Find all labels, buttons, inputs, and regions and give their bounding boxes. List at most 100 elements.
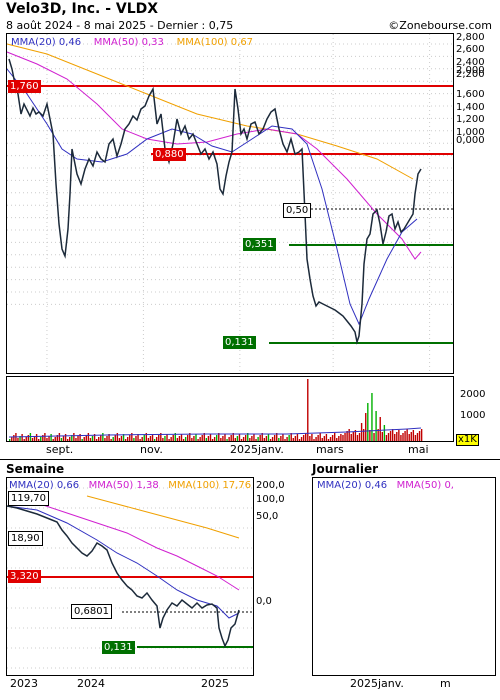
mma20-line [6,68,418,326]
volume-bar [296,434,299,441]
volume-bar [87,433,90,441]
volume-bar [247,433,249,441]
weekly-legend-mma20: MMA(20) 0,66 [9,480,80,491]
volume-bar [284,439,286,441]
volume-bar [33,436,36,441]
volume-bar [122,434,125,441]
volume-bar [178,436,181,441]
y-tick: 1,400 [456,102,485,113]
x-label-mai: mai [408,443,429,456]
weekly-y-tick: 50,0 [256,511,279,522]
volume-bar [143,435,145,441]
volume-bar [222,436,224,441]
weekly-y-tick: 0,0 [256,596,272,607]
volume-bar [54,437,56,441]
level-label-last: 0,50 [283,203,312,218]
volume-bar [278,438,280,441]
volume-bar [191,438,193,441]
weekly-legend: MMA(20) 0,66 MMA(50) 1,38 MMA(100) 17,76 [9,480,251,491]
volume-bar [116,433,119,441]
volume-bar [42,435,44,441]
volume-bar [232,433,234,441]
weekly-level-3320: 3,320 [8,570,41,583]
volume-bar [131,433,133,441]
daily-legend-mma50: MMA(50) 0, [396,480,454,491]
brand-label[interactable]: ©Zonebourse.com [388,19,492,32]
volume-bar [139,439,141,441]
weekly-level-119: 119,70 [8,491,49,506]
volume-bar [124,439,127,441]
weekly-y-axis: 200,0 100,0 50,0 0,0 [256,477,300,674]
volume-bar [106,436,108,441]
weekly-mma100-line [86,495,240,539]
volume-bar [307,379,309,441]
volume-bar [35,434,38,441]
volume-bar [354,430,357,441]
volume-bar [261,433,263,441]
volume-bar [323,436,326,441]
volume-bar [174,433,176,441]
volume-bar [120,436,123,441]
volume-bar [93,434,96,441]
volume-bar [114,435,116,441]
volume-bar [315,437,317,441]
volume-bar [100,435,102,441]
volume-bar [89,438,92,441]
volume-bar [317,435,319,441]
volume-bar [48,436,50,441]
volume-bar [216,435,218,441]
volume-bar [195,434,197,441]
volume-bar [151,434,154,441]
level-label-resistance-high: 1,760 [8,80,41,93]
volume-bar [168,439,170,441]
volume-bar [408,434,410,441]
volume-avg-line [8,427,422,438]
volume-bar [404,431,406,441]
volume-bar [381,432,383,441]
volume-bar [375,411,377,441]
vol-tick: 2000 [460,389,486,400]
volume-bar [309,436,311,441]
volume-bar [342,435,344,441]
volume-bar [418,431,421,441]
volume-bar [110,439,112,441]
y-tick: 2,200 [456,69,485,80]
volume-bar [344,433,346,441]
legend-mma100: MMA(100) 0,67 [176,37,254,48]
volume-bar [164,436,166,441]
volume-bar [313,439,315,441]
chart-title: Velo3D, Inc. - VLDX [6,1,159,17]
volume-bar [135,436,137,441]
volume-bar [141,437,143,441]
volume-bar [52,439,54,441]
daily-panel: MMA(20) 0,46 MMA(50) 0, [312,477,496,676]
volume-bar [253,434,255,441]
y-tick: 1,200 [456,114,485,125]
volume-bar [240,439,243,441]
volume-bar [147,438,150,441]
volume-bar [56,435,59,441]
volume-bar [305,433,307,441]
volume-bar [180,434,183,441]
volume-bar [108,434,110,441]
volume-bar [373,433,375,441]
volume-bar [325,434,328,441]
volume-bar [197,439,199,441]
weekly-y-tick: 100,0 [256,494,285,505]
volume-bar [228,437,230,441]
volume-bar [273,435,276,441]
volume-bar [13,435,15,441]
volume-panel [6,376,454,442]
volume-bar [369,430,371,441]
volume-bar [160,433,162,441]
weekly-legend-mma100: MMA(100) 17,76 [168,480,252,491]
volume-bar [251,436,253,441]
volume-bar [172,435,174,441]
main-price-chart [6,34,453,373]
volume-bar [25,437,27,441]
volume-bar [19,436,21,441]
volume-bar [176,438,179,441]
volume-bar [255,439,257,441]
weekly-mma50-line [36,502,240,591]
volume-bar [207,436,210,441]
